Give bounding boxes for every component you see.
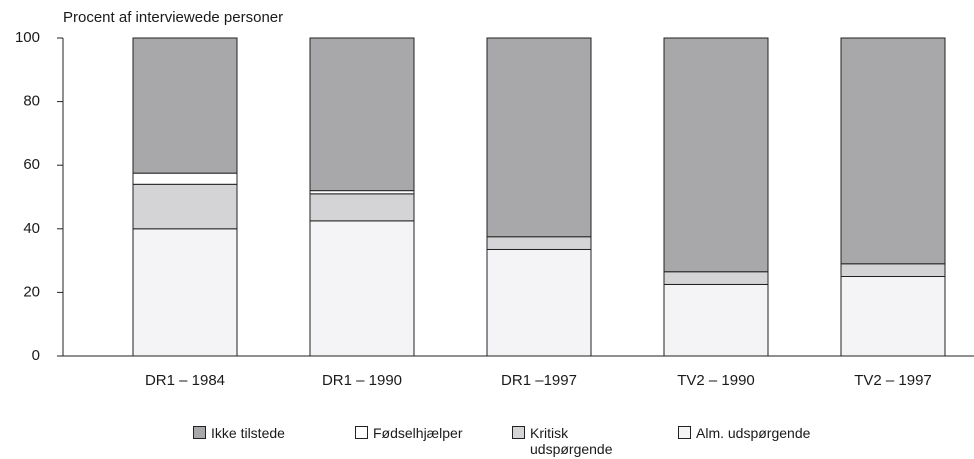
y-tick-label: 100 <box>15 29 40 46</box>
legend-label: Ikke tilstede <box>211 425 285 441</box>
x-tick-label: DR1 – 1990 <box>322 372 402 389</box>
bar-segment <box>663 271 769 285</box>
bar-segment <box>840 37 946 265</box>
bar-segment <box>309 220 415 357</box>
legend-swatch <box>355 426 368 439</box>
legend-swatch <box>512 426 525 439</box>
legend-label: Alm. udspørgende <box>696 425 811 441</box>
bar-segment <box>132 228 238 357</box>
bar-segment <box>663 283 769 357</box>
bar-segment <box>309 193 415 222</box>
y-tick-label: 60 <box>23 156 40 173</box>
legend-label: Fødselhjælper <box>373 425 463 441</box>
bar-segment <box>840 276 946 357</box>
x-tick-label: DR1 – 1984 <box>145 372 225 389</box>
x-tick-label: DR1 –1997 <box>501 372 577 389</box>
bar-segment <box>132 37 238 174</box>
y-tick-label: 80 <box>23 93 40 110</box>
legend-swatch <box>678 426 691 439</box>
legend-label: Kritisk udspørgende <box>530 425 613 457</box>
legend-swatch <box>193 426 206 439</box>
x-tick-label: TV2 – 1990 <box>677 372 755 389</box>
bar-segment <box>486 248 592 357</box>
y-tick-label: 40 <box>23 220 40 237</box>
bar-segment <box>309 37 415 192</box>
bar-segment <box>486 236 592 250</box>
bar-segment <box>132 172 238 185</box>
x-tick-label: TV2 – 1997 <box>854 372 932 389</box>
y-tick-label: 0 <box>32 347 40 364</box>
chart-title: Procent af interviewede personer <box>63 9 283 26</box>
bar-segment <box>486 37 592 238</box>
bar-segment <box>663 37 769 273</box>
bar-segment <box>132 183 238 230</box>
y-tick-label: 20 <box>23 283 40 300</box>
bar-segment <box>840 263 946 277</box>
